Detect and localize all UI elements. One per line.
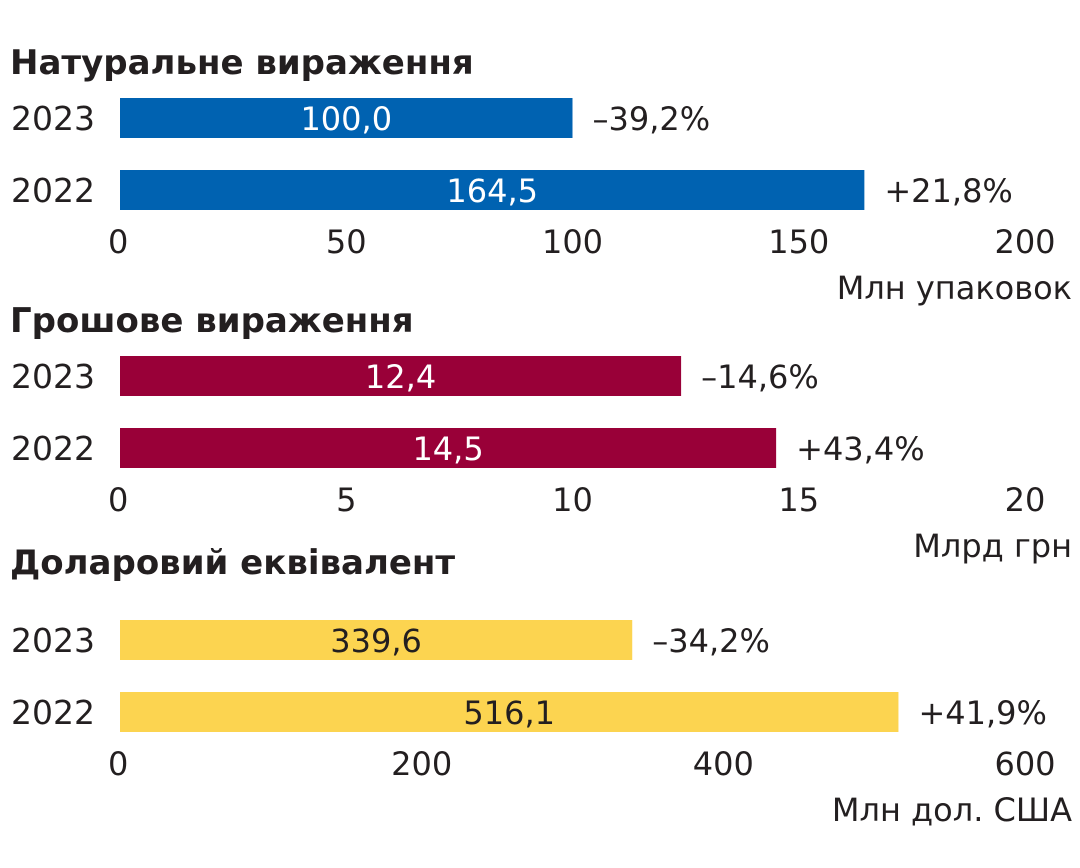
change-label: +21,8% — [884, 172, 1012, 210]
x-tick-label: 5 — [336, 481, 356, 519]
bar-value-label: 100,0 — [300, 100, 392, 138]
bar-value-label: 339,6 — [330, 622, 422, 660]
change-label: –39,2% — [593, 100, 711, 138]
bar-2022 — [120, 692, 899, 732]
x-tick-label: 400 — [693, 745, 754, 783]
bar-value-label: 164,5 — [446, 172, 538, 210]
panel-title: Грошове вираження — [10, 301, 414, 341]
x-tick-label: 150 — [768, 223, 829, 261]
year-label: 2023 — [11, 621, 95, 660]
x-tick-label: 100 — [542, 223, 603, 261]
x-tick-label: 200 — [994, 223, 1055, 261]
x-axis-unit-label: Млн упаковок — [837, 269, 1072, 307]
chart-panel-1: Натуральне вираження 2023 100,0 –39,2% 2022 1… — [10, 43, 1072, 307]
change-label: +41,9% — [918, 694, 1046, 732]
x-tick-label: 20 — [1005, 481, 1046, 519]
panel-title: Натуральне вираження — [10, 43, 474, 83]
x-tick-label: 50 — [326, 223, 367, 261]
bar-2023 — [120, 98, 573, 138]
bar-2023 — [120, 356, 682, 396]
year-label: 2022 — [11, 171, 95, 210]
x-tick-label: 0 — [108, 745, 128, 783]
x-tick-label: 15 — [778, 481, 819, 519]
bar-2023 — [120, 620, 633, 660]
x-tick-label: 0 — [108, 481, 128, 519]
bar-value-label: 14,5 — [412, 430, 483, 468]
change-label: –14,6% — [701, 358, 819, 396]
bar-2022 — [120, 170, 865, 210]
year-label: 2022 — [11, 429, 95, 468]
bar-2022 — [120, 428, 777, 468]
bar-value-label: 12,4 — [365, 358, 436, 396]
year-label: 2023 — [11, 99, 95, 138]
bar-value-label: 516,1 — [463, 694, 555, 732]
x-tick-label: 10 — [552, 481, 593, 519]
chart-panel-2: Грошове вираження 2023 12,4 –14,6% 2022 14,5 +… — [10, 301, 1072, 565]
year-label: 2022 — [11, 693, 95, 732]
panel-title: Доларовий еквівалент — [10, 543, 455, 583]
change-label: –34,2% — [652, 622, 770, 660]
year-label: 2023 — [11, 357, 95, 396]
chart-panel-3: Доларовий еквівалент 2023 339,6 –34,2% 2022 5… — [10, 543, 1072, 829]
change-label: +43,4% — [796, 430, 924, 468]
x-axis-unit-label: Млрд грн — [913, 527, 1072, 565]
x-tick-label: 200 — [391, 745, 452, 783]
x-tick-label: 600 — [994, 745, 1055, 783]
x-tick-label: 0 — [108, 223, 128, 261]
x-axis-unit-label: Млн дол. США — [832, 791, 1072, 829]
